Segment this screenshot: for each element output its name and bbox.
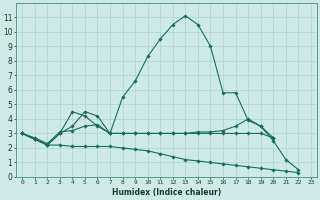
X-axis label: Humidex (Indice chaleur): Humidex (Indice chaleur) [112,188,221,197]
